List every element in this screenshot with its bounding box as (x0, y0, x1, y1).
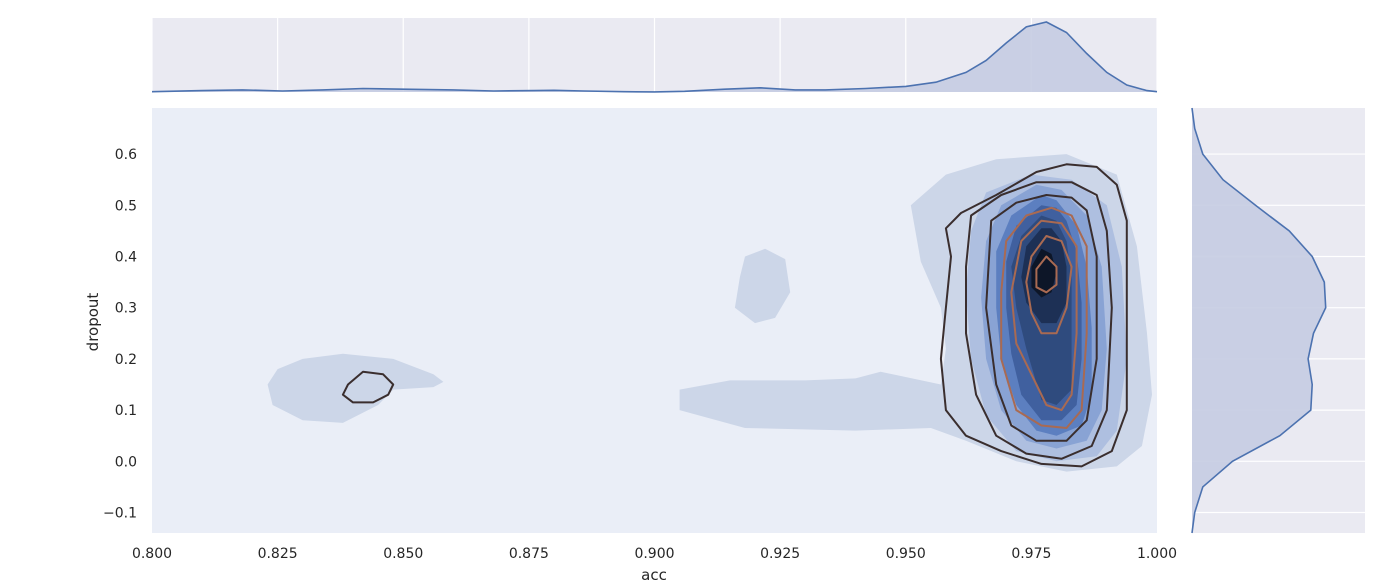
right-marginal-density-line (1191, 107, 1327, 534)
kde-contour-line (939, 163, 1128, 468)
x-tick-label: 0.850 (383, 546, 423, 562)
y-tick-label: 0.5 (115, 198, 137, 214)
top-marginal-density-fill (152, 22, 1157, 92)
kde-filled-contour-level-0 (267, 353, 444, 423)
kde-contour-line (965, 181, 1113, 460)
x-tick-label: 1.000 (1137, 546, 1177, 562)
x-axis-label: acc (641, 566, 667, 584)
kde-contour-line (1035, 255, 1058, 294)
kde-contour-line (1000, 206, 1088, 429)
x-tick-labels: 0.800 0.825 0.850 0.875 0.900 0.925 0.950 0.975… (132, 546, 1177, 562)
x-tick-label: 0.800 (132, 546, 172, 562)
y-tick-label: 0.2 (115, 352, 137, 368)
x-tick-label: 0.950 (886, 546, 926, 562)
kde-contour-line (1025, 235, 1073, 335)
kde-filled-contour-level-0 (734, 248, 791, 324)
right-marginal-density-fill (1192, 108, 1326, 533)
x-tick-label: 0.875 (509, 546, 549, 562)
y-tick-label: 0.1 (115, 403, 137, 419)
kde-contour-line (985, 194, 1098, 442)
x-tick-label: 0.925 (760, 546, 800, 562)
y-tick-label: 0.0 (115, 454, 137, 470)
top-marginal-axes (151, 18, 1158, 93)
y-axis-label: dropout (84, 293, 102, 352)
kde-contour-line (1010, 219, 1078, 412)
y-tick-labels: −0.1 0.0 0.1 0.2 0.3 0.4 0.5 0.6 (103, 147, 137, 521)
top-marginal-density-line (151, 21, 1158, 93)
y-tick-label: 0.4 (115, 249, 137, 265)
right-marginal-axes (1191, 107, 1365, 534)
kde-contour-line (341, 370, 395, 404)
y-tick-label: −0.1 (103, 506, 137, 522)
y-tick-label: 0.6 (115, 147, 137, 163)
x-tick-label: 0.900 (634, 546, 674, 562)
x-tick-label: 0.825 (258, 546, 298, 562)
y-tick-label: 0.3 (115, 301, 137, 317)
x-tick-label: 0.975 (1011, 546, 1051, 562)
joint-axes (152, 108, 1157, 533)
